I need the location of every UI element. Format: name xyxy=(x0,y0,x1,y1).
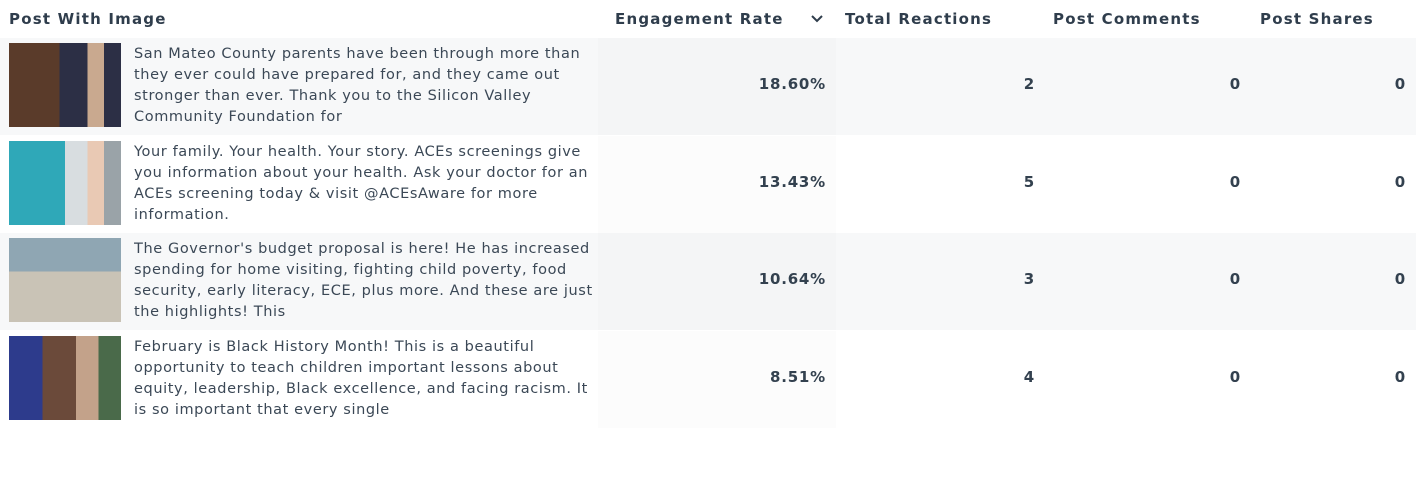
post-thumbnail[interactable] xyxy=(9,335,121,420)
table-row[interactable]: Your family. Your health. Your story. AC… xyxy=(0,136,1416,233)
column-header[interactable]: Post Comments xyxy=(1053,10,1201,28)
cell-value: 0 xyxy=(1229,75,1241,93)
column-header[interactable]: Post Shares xyxy=(1260,10,1374,28)
column-header[interactable]: Post With Image xyxy=(9,10,167,28)
cell-value: 0 xyxy=(1229,172,1241,191)
cell-value: 13.43% xyxy=(758,172,826,191)
cell-value: 10.64% xyxy=(758,270,826,288)
column-header[interactable]: Engagement Rate xyxy=(615,10,784,28)
header-row: Post With Image Engagement Rate Total Re… xyxy=(0,0,1424,38)
cell-value: 3 xyxy=(1023,270,1035,288)
sort-icon[interactable] xyxy=(810,13,824,25)
cell-value: 0 xyxy=(1394,367,1406,386)
cell-value: 0 xyxy=(1394,172,1406,191)
post-thumbnail[interactable] xyxy=(9,140,121,225)
post-thumbnail[interactable] xyxy=(9,43,121,127)
post-text: The Governor's budget proposal is here! … xyxy=(134,241,593,320)
cell-value: 0 xyxy=(1394,75,1406,93)
table-row[interactable]: San Mateo County parents have been throu… xyxy=(0,38,1416,135)
post-text: Your family. Your health. Your story. AC… xyxy=(134,143,589,223)
post-text: February is Black History Month! This is… xyxy=(134,338,588,418)
cell-value: 5 xyxy=(1023,172,1035,191)
cell-value: 0 xyxy=(1394,270,1406,288)
cell-value: 8.51% xyxy=(769,367,826,386)
cell-value: 18.60% xyxy=(758,75,826,93)
post-text: San Mateo County parents have been throu… xyxy=(134,46,581,125)
table-row[interactable]: The Governor's budget proposal is here! … xyxy=(0,233,1416,330)
cell-value: 2 xyxy=(1023,75,1035,93)
post-thumbnail[interactable] xyxy=(9,238,121,322)
cell-value: 0 xyxy=(1229,270,1241,288)
table-row[interactable]: February is Black History Month! This is… xyxy=(0,331,1416,428)
column-header[interactable]: Total Reactions xyxy=(845,10,993,28)
cell-value: 4 xyxy=(1023,367,1035,386)
cell-value: 0 xyxy=(1229,367,1241,386)
